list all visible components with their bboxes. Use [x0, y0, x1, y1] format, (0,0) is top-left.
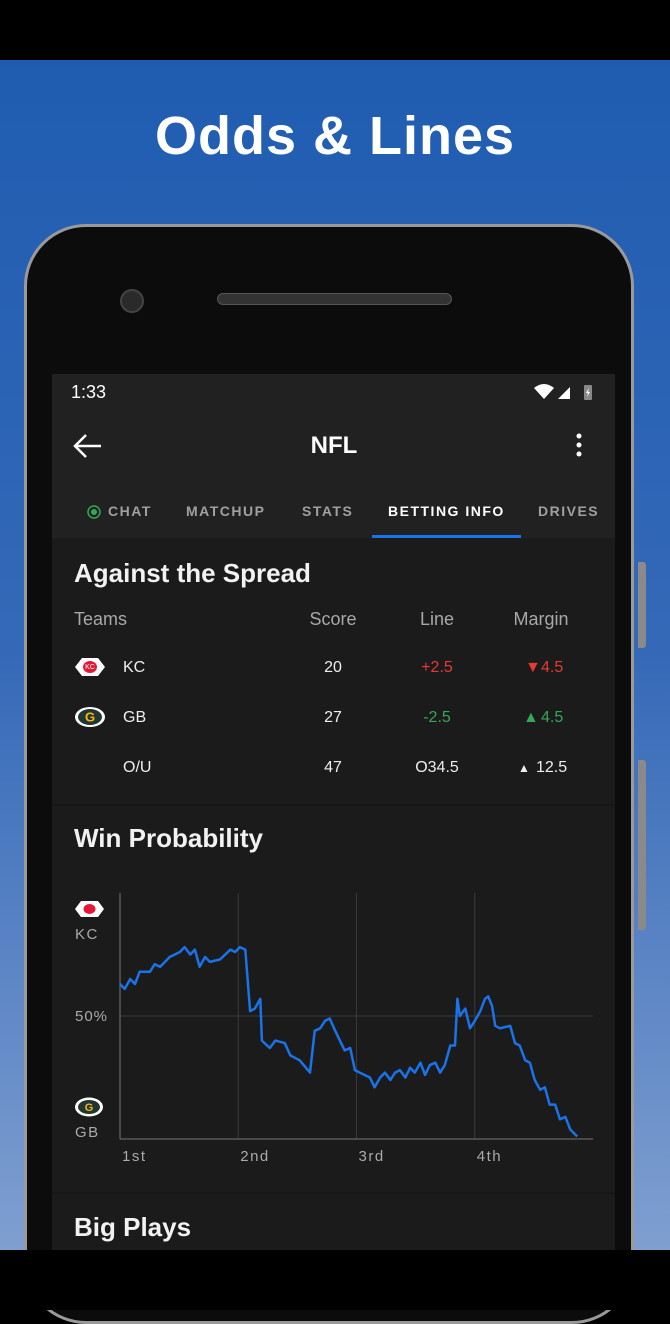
y-tick-label: 50% — [75, 1008, 108, 1025]
margin: 4.5 — [541, 659, 564, 676]
margin: 12.5 — [536, 759, 568, 776]
app-title: NFL — [310, 432, 358, 459]
status-time: 1:33 — [71, 382, 107, 402]
column-header: Teams — [74, 609, 128, 629]
phone-button — [638, 760, 646, 930]
line: -2.5 — [423, 709, 451, 726]
y-bottom-label: GB — [75, 1124, 100, 1141]
win-probability-section — [52, 806, 615, 1192]
spread-section — [52, 538, 615, 804]
x-tick-label: 4th — [477, 1148, 502, 1165]
line: +2.5 — [421, 659, 453, 676]
screen: 1:33 NFL CHAT MATCHUP STATS BETTING INFO… — [52, 374, 615, 1250]
section-title: Big Plays — [74, 1212, 192, 1242]
x-tick-label: 2nd — [240, 1148, 270, 1165]
team: GB — [123, 709, 147, 726]
kc-logo — [75, 901, 104, 917]
win-probability-line — [119, 945, 579, 1138]
column-header: Score — [309, 609, 357, 629]
line: O34.5 — [415, 759, 459, 776]
x-tick-label: 1st — [122, 1148, 147, 1165]
score: 20 — [324, 659, 342, 676]
back-button[interactable] — [72, 432, 104, 460]
score: 27 — [324, 709, 342, 726]
bottom-bar — [0, 1250, 670, 1310]
section-title: Against the Spread — [74, 558, 311, 588]
camera — [120, 289, 144, 313]
score: 47 — [324, 759, 342, 776]
x-tick-label: 3rd — [359, 1148, 385, 1165]
svg-text:G: G — [85, 709, 95, 724]
column-header: Margin — [513, 609, 569, 629]
margin: 4.5 — [541, 709, 564, 726]
status-icons — [534, 384, 592, 400]
tab[interactable]: MATCHUP — [186, 503, 266, 519]
svg-text:KC: KC — [85, 664, 95, 671]
svg-text:G: G — [85, 1102, 94, 1114]
margin-arrow: ▲ — [523, 709, 539, 726]
column-header: Line — [419, 609, 455, 629]
gb-logo: G — [75, 707, 105, 727]
margin-arrow: ▲ — [518, 761, 530, 775]
tab[interactable]: STATS — [302, 503, 354, 519]
speaker — [217, 293, 452, 305]
team: O/U — [123, 759, 152, 776]
team: KC — [123, 659, 146, 676]
chat-live-icon — [87, 505, 101, 519]
big-plays-section — [52, 1194, 615, 1250]
banner-title: Odds & Lines — [154, 106, 516, 166]
app-bar — [52, 374, 615, 538]
chart: Win Probability G KC GB 1st 2nd 3rd 4th 50% — [74, 823, 593, 1165]
tab[interactable]: CHAT — [108, 503, 152, 519]
tab[interactable]: DRIVES — [538, 503, 600, 519]
kc-logo: KC — [75, 658, 105, 676]
gb-logo: G — [75, 1097, 103, 1117]
menu-button[interactable] — [572, 432, 586, 460]
margin-arrow: ▼ — [525, 659, 541, 676]
phone-button — [638, 562, 646, 648]
tab[interactable]: BETTING INFO — [372, 503, 521, 538]
chart-title: Win Probability — [74, 823, 264, 853]
y-top-label: KC — [75, 926, 99, 943]
